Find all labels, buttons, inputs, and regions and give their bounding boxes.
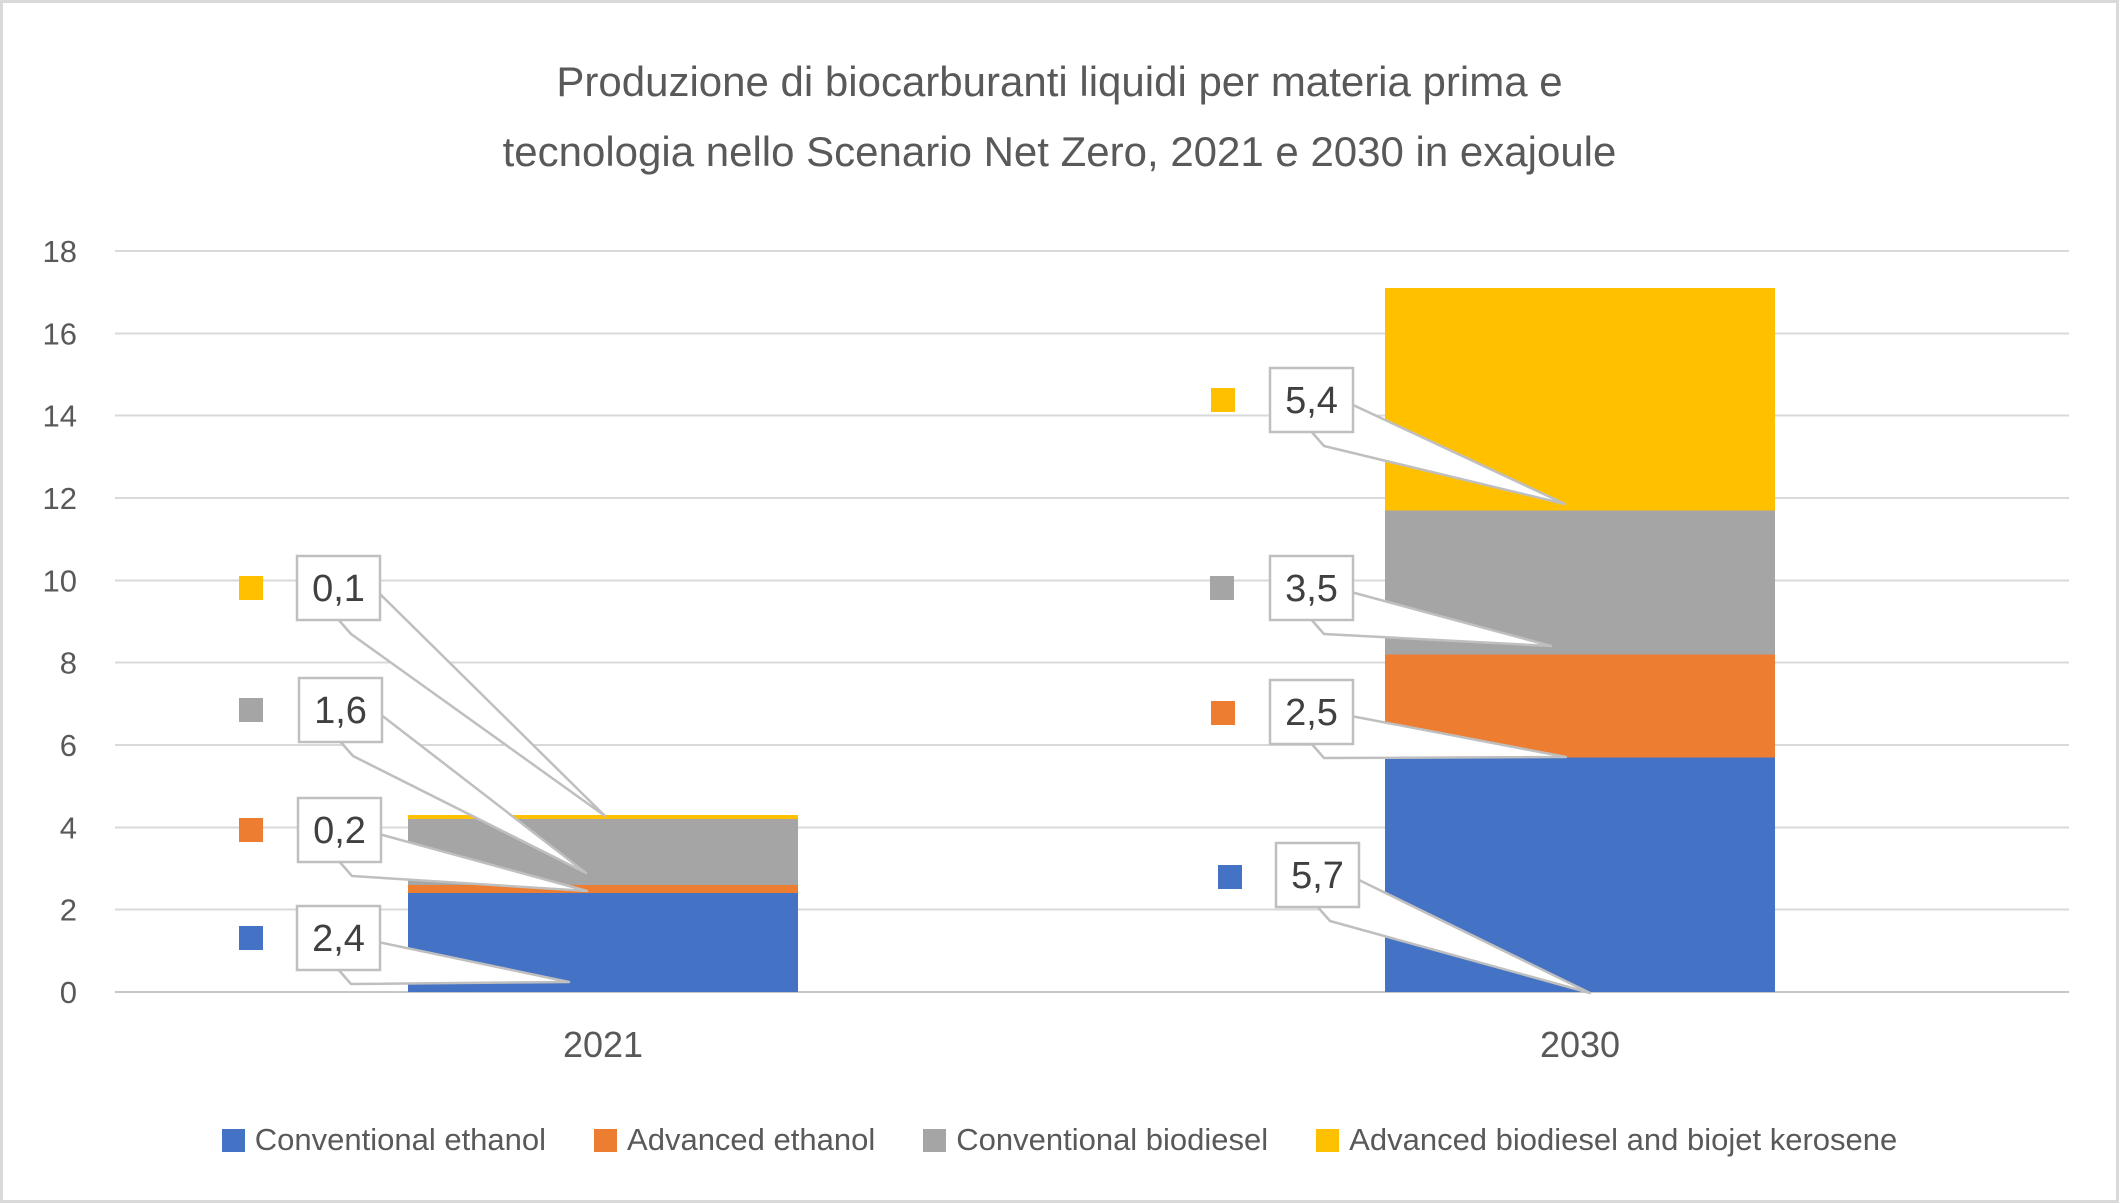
callout-marker-s1 [1211, 701, 1235, 725]
data-label: 2,5 [1285, 692, 1338, 734]
legend-swatch-conventional-biodiesel [923, 1128, 947, 1152]
callout-box [295, 554, 382, 622]
data-label: 0,1 [312, 568, 365, 610]
y-axis-tick: 0 [60, 975, 77, 1010]
bar-segment-2030-s3 [1385, 288, 1775, 511]
callout-marker-s0 [239, 926, 263, 950]
callout-marker-s2 [1210, 576, 1234, 600]
callout-box [1268, 366, 1355, 434]
plot-area: 0 2 4 6 8 10 12 14 16 18 2021 2030 0,1 1,6 0,2 2,4 5,4 3,… [43, 234, 2069, 1065]
bar-segment-2030-s0 [1385, 757, 1775, 992]
data-label: 2,4 [312, 918, 365, 960]
callout-marker-s3 [239, 576, 263, 600]
legend-swatch-conventional-ethanol [221, 1128, 245, 1152]
x-axis-category: 2030 [1540, 1024, 1620, 1065]
y-axis-tick: 6 [60, 728, 77, 763]
callout-box [1268, 554, 1355, 622]
legend-swatch-advanced-ethanol [594, 1128, 618, 1152]
chart-title: Produzione di biocarburanti liquidi per … [3, 47, 2116, 187]
bar-segment-2021-s3 [408, 814, 798, 820]
callout-marker-s3 [1211, 388, 1235, 412]
data-label: 1,6 [314, 690, 367, 732]
y-axis-tick: 4 [60, 810, 77, 845]
data-label: 3,5 [1285, 568, 1338, 610]
callout-box [1268, 678, 1355, 746]
data-label: 0,2 [313, 810, 366, 852]
legend-item-advanced-ethanol: Advanced ethanol [594, 1122, 875, 1158]
y-axis-tick: 14 [43, 399, 77, 434]
legend-item-conventional-ethanol: Conventional ethanol [221, 1122, 547, 1158]
callout-marker-s2 [239, 698, 263, 722]
callout-marker-s0 [1218, 865, 1242, 889]
callout-box [297, 676, 384, 744]
legend: Conventional ethanol Advanced ethanol Co… [3, 1117, 2116, 1163]
data-label: 5,7 [1291, 855, 1344, 897]
legend-item-conventional-biodiesel: Conventional biodiesel [923, 1122, 1268, 1158]
y-axis-tick: 18 [43, 234, 77, 269]
legend-label: Conventional ethanol [254, 1122, 547, 1157]
chart-title-line2: tecnologia nello Scenario Net Zero, 2021… [502, 128, 1617, 175]
data-label: 5,4 [1285, 380, 1338, 422]
y-axis-tick: 8 [60, 646, 77, 681]
legend-label: Advanced ethanol [627, 1122, 876, 1157]
legend-label: Conventional biodiesel [956, 1122, 1269, 1157]
callout-box [295, 904, 382, 972]
callout-marker-s1 [239, 818, 263, 842]
y-axis-tick: 16 [43, 316, 77, 351]
x-axis-category: 2021 [563, 1024, 643, 1065]
callout-box [296, 796, 383, 864]
legend-item-advanced-biodiesel-biojet: Advanced biodiesel and biojet kerosene [1316, 1122, 1897, 1158]
legend-label: Advanced biodiesel and biojet kerosene [1349, 1122, 1898, 1157]
chart-title-line1: Produzione di biocarburanti liquidi per … [556, 58, 1563, 105]
y-axis-tick: 2 [60, 893, 77, 928]
callout-box [1274, 841, 1361, 909]
legend-swatch-advanced-biodiesel-biojet [1316, 1128, 1340, 1152]
bar-segment-2021-s1 [408, 884, 798, 894]
y-axis-tick: 10 [43, 563, 77, 598]
y-axis-tick: 12 [43, 481, 77, 516]
